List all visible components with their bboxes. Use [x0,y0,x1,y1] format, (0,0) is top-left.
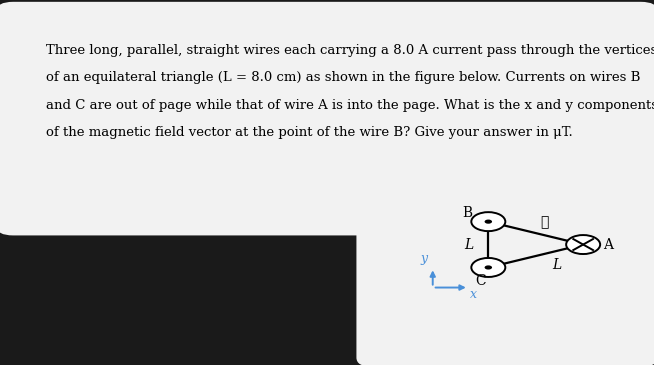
Text: and C are out of page while that of wire A is into the page. What is the x and y: and C are out of page while that of wire… [46,99,654,112]
Text: B: B [462,205,472,219]
Text: x: x [470,288,477,301]
Text: L: L [464,238,473,251]
Text: y: y [421,251,428,265]
Text: A: A [603,238,613,251]
Circle shape [485,265,492,270]
Text: C: C [475,274,486,288]
FancyBboxPatch shape [356,203,654,365]
Circle shape [485,219,492,224]
Circle shape [566,235,600,254]
Circle shape [472,212,506,231]
Text: L: L [552,258,561,272]
FancyBboxPatch shape [373,212,641,234]
Text: of an equilateral triangle (L = 8.0 cm) as shown in the figure below. Currents o: of an equilateral triangle (L = 8.0 cm) … [46,71,640,84]
FancyBboxPatch shape [13,212,386,226]
Text: ℓ: ℓ [540,215,549,229]
Text: Three long, parallel, straight wires each carrying a 8.0 A current pass through : Three long, parallel, straight wires eac… [46,44,654,57]
Text: of the magnetic field vector at the point of the wire B? Give your answer in μT.: of the magnetic field vector at the poin… [46,126,572,139]
FancyBboxPatch shape [0,2,654,235]
Circle shape [472,258,506,277]
